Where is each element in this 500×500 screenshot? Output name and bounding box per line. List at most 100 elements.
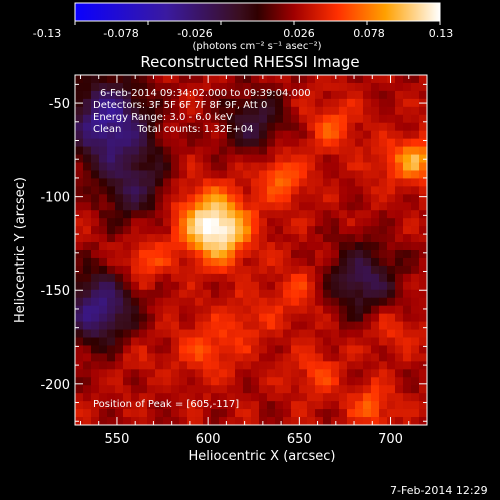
heatmap-cell <box>395 305 404 315</box>
heatmap-cell <box>411 234 420 243</box>
heatmap-cell <box>355 242 364 251</box>
heatmap-cell <box>203 234 212 243</box>
heatmap-cell <box>83 90 92 100</box>
heatmap-cell <box>347 281 356 291</box>
heatmap-cell <box>347 393 356 402</box>
heatmap-cell <box>203 178 212 187</box>
heatmap-cell <box>355 377 364 386</box>
heatmap-cell <box>283 106 292 116</box>
heatmap-cell <box>275 234 284 243</box>
heatmap-cell <box>91 114 100 124</box>
heatmap-cell <box>171 273 180 283</box>
heatmap-cell <box>163 186 172 195</box>
heatmap-cell <box>347 114 356 124</box>
heatmap-cell <box>83 130 92 140</box>
heatmap-cell <box>203 242 212 251</box>
heatmap-cell <box>243 353 252 362</box>
heatmap-cell <box>243 210 252 219</box>
heatmap-cell <box>139 106 148 116</box>
heatmap-cell <box>339 186 348 195</box>
heatmap-cell <box>347 369 356 378</box>
heatmap-cell <box>259 409 268 418</box>
heatmap-cell <box>163 146 172 155</box>
heatmap-cell <box>179 409 188 418</box>
heatmap-cell <box>267 242 276 251</box>
heatmap-cell <box>75 401 84 410</box>
heatmap-cell <box>299 146 308 155</box>
heatmap-cell <box>379 106 388 116</box>
heatmap-cell <box>363 82 372 92</box>
heatmap-cell <box>235 186 244 195</box>
heatmap-cell <box>91 234 100 243</box>
heatmap-cell <box>315 146 324 155</box>
heatmap-cell <box>275 186 284 195</box>
heatmap-cell <box>387 353 396 362</box>
heatmap-cell <box>171 178 180 187</box>
heatmap-cell <box>219 329 228 338</box>
heatmap-cell <box>219 210 228 219</box>
heatmap-cell <box>307 75 316 84</box>
heatmap-cell <box>251 186 260 195</box>
heatmap-cell <box>339 170 348 179</box>
heatmap-cell <box>123 313 132 322</box>
heatmap-cell <box>275 122 284 132</box>
heatmap-cell <box>219 361 228 370</box>
heatmap-cell <box>283 393 292 402</box>
heatmap-cell <box>227 361 236 370</box>
heatmap-cell <box>203 146 212 155</box>
heatmap-cell <box>355 250 364 259</box>
heatmap-cell <box>371 265 380 275</box>
heatmap-cell <box>227 369 236 378</box>
heatmap-cell <box>323 337 332 346</box>
heatmap-cell <box>155 297 164 307</box>
heatmap-cell <box>275 202 284 211</box>
heatmap-cell <box>179 226 188 235</box>
heatmap-cell <box>403 369 412 378</box>
heatmap-cell <box>355 106 364 116</box>
heatmap-cell <box>291 257 300 267</box>
heatmap-cell <box>419 305 428 315</box>
heatmap-cell <box>83 297 92 307</box>
heatmap-cell <box>235 75 244 84</box>
heatmap-cell <box>259 98 268 108</box>
heatmap-cell <box>419 353 428 362</box>
heatmap-cell <box>99 313 108 322</box>
heatmap-cell <box>171 90 180 100</box>
annotation-detectors: Detectors: 3F 5F 6F 7F 8F 9F, Att 0 <box>93 100 267 111</box>
heatmap-cell <box>395 417 404 426</box>
y-axis-label: Heliocentric Y (arcsec) <box>13 177 28 323</box>
heatmap-cell <box>267 250 276 259</box>
heatmap-cell <box>339 75 348 84</box>
heatmap-cell <box>235 273 244 283</box>
heatmap-cell <box>211 289 220 299</box>
heatmap-cell <box>403 393 412 402</box>
heatmap-cell <box>243 178 252 187</box>
heatmap-cell <box>291 106 300 116</box>
heatmap-cell <box>211 146 220 155</box>
heatmap-cell <box>107 242 116 251</box>
heatmap-cell <box>179 289 188 299</box>
heatmap-cell <box>83 289 92 299</box>
heatmap-cell <box>251 393 260 402</box>
heatmap-cell <box>99 369 108 378</box>
heatmap-cell <box>139 130 148 140</box>
heatmap-cell <box>171 329 180 338</box>
heatmap-cell <box>235 218 244 227</box>
heatmap-cell <box>363 273 372 283</box>
heatmap-cell <box>163 257 172 267</box>
heatmap-cell <box>203 226 212 235</box>
heatmap-cell <box>259 82 268 92</box>
heatmap-cell <box>419 242 428 251</box>
heatmap-cell <box>291 122 300 132</box>
heatmap-cell <box>419 369 428 378</box>
heatmap-cell <box>315 361 324 370</box>
heatmap-cell <box>99 250 108 259</box>
heatmap-cell <box>283 361 292 370</box>
heatmap-cell <box>323 98 332 108</box>
heatmap-cell <box>395 377 404 386</box>
heatmap-cell <box>259 273 268 283</box>
heatmap-cell <box>171 226 180 235</box>
heatmap-cell <box>419 234 428 243</box>
heatmap-cell <box>243 138 252 147</box>
heatmap-cell <box>235 202 244 211</box>
